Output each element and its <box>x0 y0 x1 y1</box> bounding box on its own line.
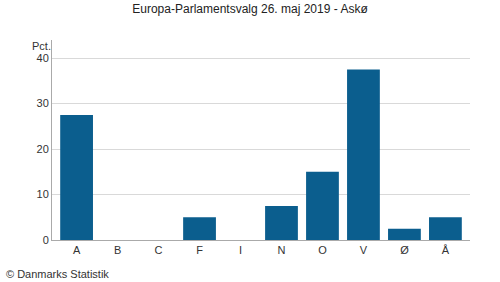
svg-text:10: 10 <box>37 188 49 200</box>
svg-text:20: 20 <box>37 143 49 155</box>
svg-text:I: I <box>239 244 242 256</box>
svg-text:Å: Å <box>442 244 450 256</box>
svg-text:F: F <box>196 244 203 256</box>
svg-text:A: A <box>73 244 81 256</box>
svg-text:Europa-Parlamentsvalg 26. maj: Europa-Parlamentsvalg 26. maj 2019 - Ask… <box>132 2 368 16</box>
svg-text:30: 30 <box>37 97 49 109</box>
svg-text:V: V <box>360 244 368 256</box>
svg-text:40: 40 <box>37 52 49 64</box>
svg-text:C: C <box>155 244 163 256</box>
svg-text:© Danmarks Statistik: © Danmarks Statistik <box>6 268 109 280</box>
svg-text:N: N <box>278 244 286 256</box>
svg-text:O: O <box>318 244 327 256</box>
svg-text:B: B <box>114 244 121 256</box>
svg-text:Pct.: Pct. <box>32 40 51 52</box>
svg-text:Ø: Ø <box>400 244 409 256</box>
svg-text:0: 0 <box>43 234 49 246</box>
